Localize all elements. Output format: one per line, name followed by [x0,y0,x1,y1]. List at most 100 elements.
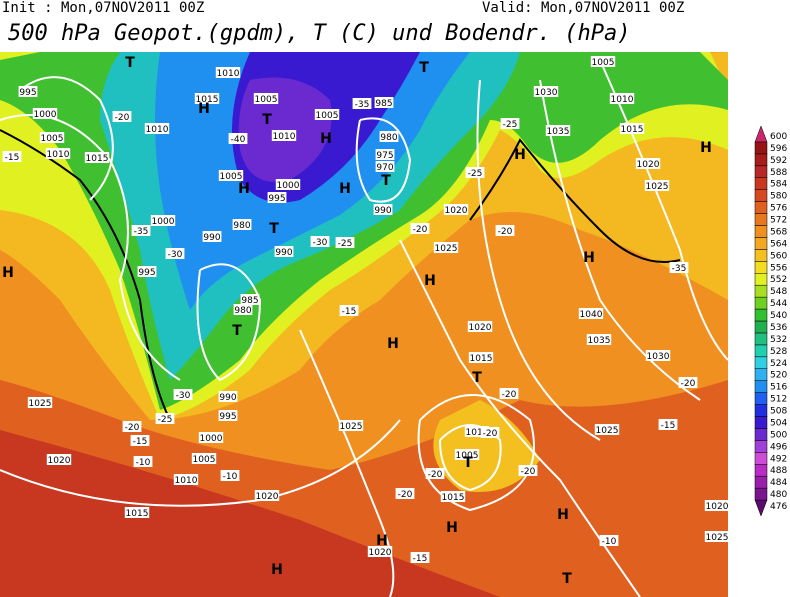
label-box [191,453,217,464]
colorbar-box [754,201,768,214]
colorbar-box [754,380,768,393]
colorbar-label: 568 [770,227,787,237]
isobar-label: 1035 [547,127,570,137]
temperature-label: -10 [223,472,238,482]
isobar-label: 1005 [456,451,479,461]
colorbar-label: 476 [770,502,787,512]
isobar-label: 1020 [256,492,279,502]
isobar-label: 1010 [217,69,240,79]
colorbar-label: 560 [770,251,787,261]
pressure-center: T [472,370,482,386]
label-box [271,130,297,141]
label-box [144,123,170,134]
pressure-center: T [463,455,473,471]
temperature-label: -20 [398,490,413,500]
label-box [619,123,645,134]
label-box [500,118,520,129]
label-box [254,490,280,501]
label-box [374,97,394,108]
label-box [379,131,399,142]
pressure-center: H [387,336,399,352]
isobar-label: 980 [233,221,250,231]
isobar-label: 1020 [445,206,468,216]
label-box [375,161,395,172]
isobar-label: 1030 [647,352,670,362]
label-box [480,427,500,438]
map-field [0,52,728,597]
temperature-label: -20 [413,225,428,235]
temperature-label: -25 [338,239,353,249]
isobar-label: 1000 [277,181,300,191]
temperature-label: -30 [168,250,183,260]
isobar-label: 1010 [146,125,169,135]
colorbar-label: 484 [770,478,787,488]
pressure-center: T [232,323,242,339]
isobar-label: 1010 [273,132,296,142]
temperature-label: -30 [313,238,328,248]
pressure-center: T [262,112,272,128]
colorbar-label: 540 [770,311,787,321]
label-box [586,334,612,345]
temperature-label: -40 [231,135,246,145]
isobar-label: 1005 [316,111,339,121]
colorbar-label: 580 [770,192,787,202]
label-box [173,474,199,485]
isobar-label: 985 [375,99,392,109]
isobar-label: 985 [241,296,258,306]
isobar-label: 1005 [255,95,278,105]
temperature-label: -35 [672,264,687,274]
isobar-label: 1025 [340,422,363,432]
colorbar-label: 596 [770,144,787,154]
colorbar-box [754,165,768,178]
label-box [678,377,698,388]
label-box [46,454,72,465]
colorbar-box [754,356,768,369]
label-box [32,108,58,119]
temperature-label: -25 [468,169,483,179]
isobar-label: 1010 [47,150,70,160]
colorbar-label: 600 [770,132,787,142]
isobar-label: 1020 [706,502,729,512]
label-box [495,225,515,236]
isobar-label: 980 [380,133,397,143]
label-box [375,149,395,160]
pressure-center: H [446,520,458,536]
colorbar-label: 524 [770,359,787,369]
label-box [202,231,222,242]
colorbar-label: 528 [770,347,787,357]
pressure-center: H [320,131,332,147]
label-box [310,236,330,247]
pressure-center: H [424,273,436,289]
temperature-label: -20 [681,379,696,389]
colorbar-box [754,261,768,274]
pressure-center: H [557,507,569,523]
label-box [27,397,53,408]
label-box [425,468,445,479]
pressure-center: T [419,60,429,76]
colorbar-box [754,452,768,465]
label-box [533,86,559,97]
label-box [433,242,459,253]
colorbar-box [754,177,768,190]
colorbar-triangle [754,499,768,517]
label-box [704,500,730,511]
label-box [594,424,620,435]
isobar-label: 1010 [611,95,634,105]
isobar-label: 995 [268,194,285,204]
label-box [645,350,671,361]
temperature-label: -10 [602,537,617,547]
colorbar-label: 508 [770,407,787,417]
colorbar-label: 544 [770,299,787,309]
label-box [440,491,466,502]
label-box [155,413,175,424]
isobar-label: 1020 [637,160,660,170]
isobar-label: 1010 [466,428,489,438]
label-box [45,148,71,159]
pressure-center: H [238,181,250,197]
colorbar-label: 556 [770,263,787,273]
label-box [84,152,110,163]
pressure-center: T [125,55,135,71]
label-box [545,125,571,136]
isobar-label: 1025 [596,426,619,436]
colorbar-box [754,153,768,167]
